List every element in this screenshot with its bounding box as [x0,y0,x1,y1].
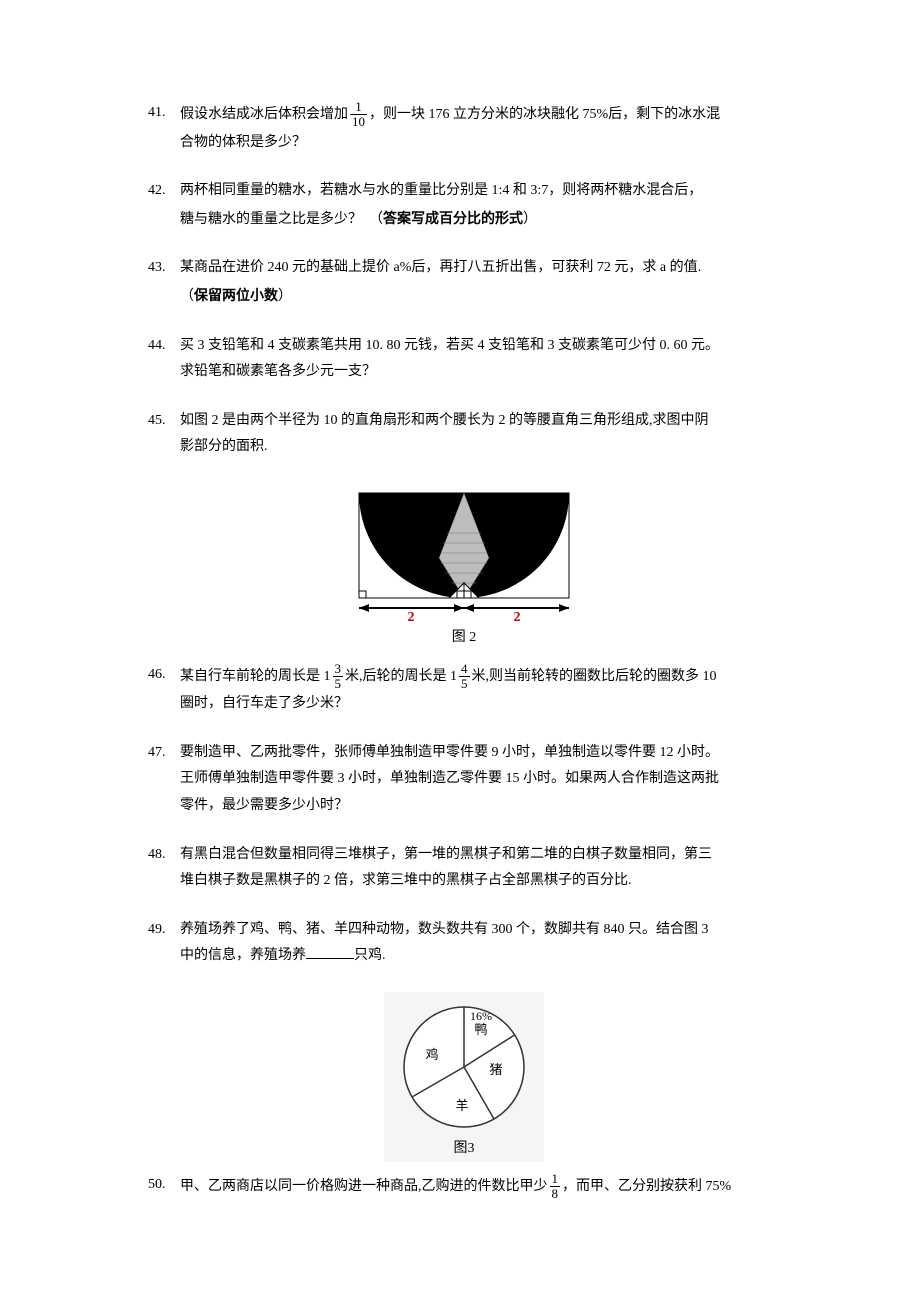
text-line: 圈时，自行车走了多少米？ [180,691,780,718]
text-line: 影部分的面积. [180,434,780,461]
text-line: 求铅笔和碳素笔各多少元一支？ [180,359,780,386]
figure-2-label-right: 2 [514,610,521,623]
text-line: 合物的体积是多少？ [180,130,780,157]
text-line: 买 3 支铅笔和 4 支碳素笔共用 10. 80 元钱，若买 4 支铅笔和 3 … [180,338,719,353]
fraction: 45 [459,662,470,692]
fraction: 35 [333,662,344,692]
figure-3-caption: 图3 [454,1141,475,1156]
problem-42: 42. 两杯相同重量的糖水，若糖水与水的重量比分别是 1:4 和 3:7，则将两… [148,178,780,233]
problem-number: 41. [148,100,166,127]
bold-note: 保留两位小数 [194,287,278,303]
figure-2-caption: 图 2 [148,625,780,652]
problem-44: 44. 买 3 支铅笔和 4 支碳素笔共用 10. 80 元钱，若买 4 支铅笔… [148,333,780,386]
pie-label-pig: 猪 [489,1062,502,1077]
bold-note: 答案写成百分比的形式 [383,210,523,226]
problem-number: 49. [148,917,166,944]
figure-2-label-left: 2 [408,610,415,623]
text-line: 如图 2 是由两个半径为 10 的直角扇形和两个腰长为 2 的等腰直角三角形组成… [180,413,709,428]
text-line: （保留两位小数） [180,282,780,311]
problem-number: 44. [148,333,166,360]
text-segment: 假设水结成冰后体积会增加 [180,107,348,122]
fraction-denominator: 8 [550,1187,561,1201]
text-line: 养殖场养了鸡、鸭、猪、羊四种动物，数头数共有 300 个，数脚共有 840 只。… [180,922,709,937]
text-line: 零件，最少需要多少小时？ [180,793,780,820]
text-segment: （ [180,289,194,304]
pie-label-duck: 鸭 [474,1022,487,1037]
problem-number: 50. [148,1172,166,1199]
text-line: 堆白棋子数是黑棋子的 2 倍，求第三堆中的黑棋子占全部黑棋子的百分比. [180,868,780,895]
fraction-numerator: 3 [333,662,344,677]
text-line: 王师傅单独制造甲零件要 3 小时，单独制造乙零件要 15 小时。如果两人合作制造… [180,766,780,793]
figure-3-pie: 16% 鸭 猪 羊 鸡 图3 [384,992,544,1162]
text-segment: 糖与糖水的重量之比是多少？ （ [180,212,383,227]
text-segment: 米,后轮的周长是 1 [345,669,457,684]
text-segment: ） [278,289,292,304]
pie-percent: 16% [470,1009,492,1023]
problem-number: 47. [148,740,166,767]
fraction-numerator: 1 [550,1172,561,1187]
problem-number: 48. [148,842,166,869]
problem-number: 43. [148,255,166,282]
text-line: 中的信息，养殖场养 只鸡. [180,943,780,970]
figure-2-wrap: 2 2 图 2 [148,483,780,652]
pie-label-chicken: 鸡 [425,1047,438,1062]
text-segment: ） [523,212,537,227]
problem-number: 45. [148,408,166,435]
text-line: 有黑白混合但数量相同得三堆棋子，第一堆的黑棋子和第二堆的白棋子数量相同，第三 [180,847,712,862]
problem-43: 43. 某商品在进价 240 元的基础上提价 a%后，再打八五折出售，可获利 7… [148,255,780,310]
text-segment: 只鸡. [354,948,386,963]
figure-3-wrap: 16% 鸭 猪 羊 鸡 图3 [148,992,780,1162]
problem-46: 46. 某自行车前轮的周长是 135米,后轮的周长是 145米,则当前轮转的圈数… [148,662,780,718]
problem-41: 41. 假设水结成冰后体积会增加110，则一块 176 立方分米的冰块融化 75… [148,100,780,156]
pie-label-sheep: 羊 [455,1098,468,1113]
text-segment: ，而甲、乙分别按获利 75% [562,1179,731,1194]
problem-number: 46. [148,662,166,689]
fraction-denominator: 10 [350,115,367,129]
fraction-denominator: 5 [459,677,470,691]
fraction: 18 [550,1172,561,1202]
text-segment: ，则一块 176 立方分米的冰块融化 75%后，剩下的冰水混 [369,107,720,122]
fraction-numerator: 4 [459,662,470,677]
text-line: 糖与糖水的重量之比是多少？ （答案写成百分比的形式） [180,205,780,234]
text-segment: 某自行车前轮的周长是 1 [180,669,331,684]
text-line: 两杯相同重量的糖水，若糖水与水的重量比分别是 1:4 和 3:7，则将两杯糖水混… [180,183,702,198]
text-line: 要制造甲、乙两批零件，张师傅单独制造甲零件要 9 小时，单独制造以零件要 12 … [180,745,719,760]
fill-blank [306,946,354,960]
problem-48: 48. 有黑白混合但数量相同得三堆棋子，第一堆的黑棋子和第二堆的白棋子数量相同，… [148,842,780,895]
figure-2: 2 2 [349,483,579,623]
problem-45: 45. 如图 2 是由两个半径为 10 的直角扇形和两个腰长为 2 的等腰直角三… [148,408,780,461]
problem-47: 47. 要制造甲、乙两批零件，张师傅单独制造甲零件要 9 小时，单独制造以零件要… [148,740,780,820]
fraction: 110 [350,100,367,130]
fraction-denominator: 5 [333,677,344,691]
problem-49: 49. 养殖场养了鸡、鸭、猪、羊四种动物，数头数共有 300 个，数脚共有 84… [148,917,780,970]
text-line: 某商品在进价 240 元的基础上提价 a%后，再打八五折出售，可获利 72 元，… [180,260,701,275]
problem-50: 50. 甲、乙两商店以同一价格购进一种商品,乙购进的件数比甲少18，而甲、乙分别… [148,1172,780,1202]
text-segment: 米,则当前轮转的圈数比后轮的圈数多 10 [472,669,717,684]
fraction-numerator: 1 [350,100,367,115]
problem-number: 42. [148,178,166,205]
text-segment: 甲、乙两商店以同一价格购进一种商品,乙购进的件数比甲少 [180,1179,548,1194]
text-segment: 中的信息，养殖场养 [180,948,306,963]
